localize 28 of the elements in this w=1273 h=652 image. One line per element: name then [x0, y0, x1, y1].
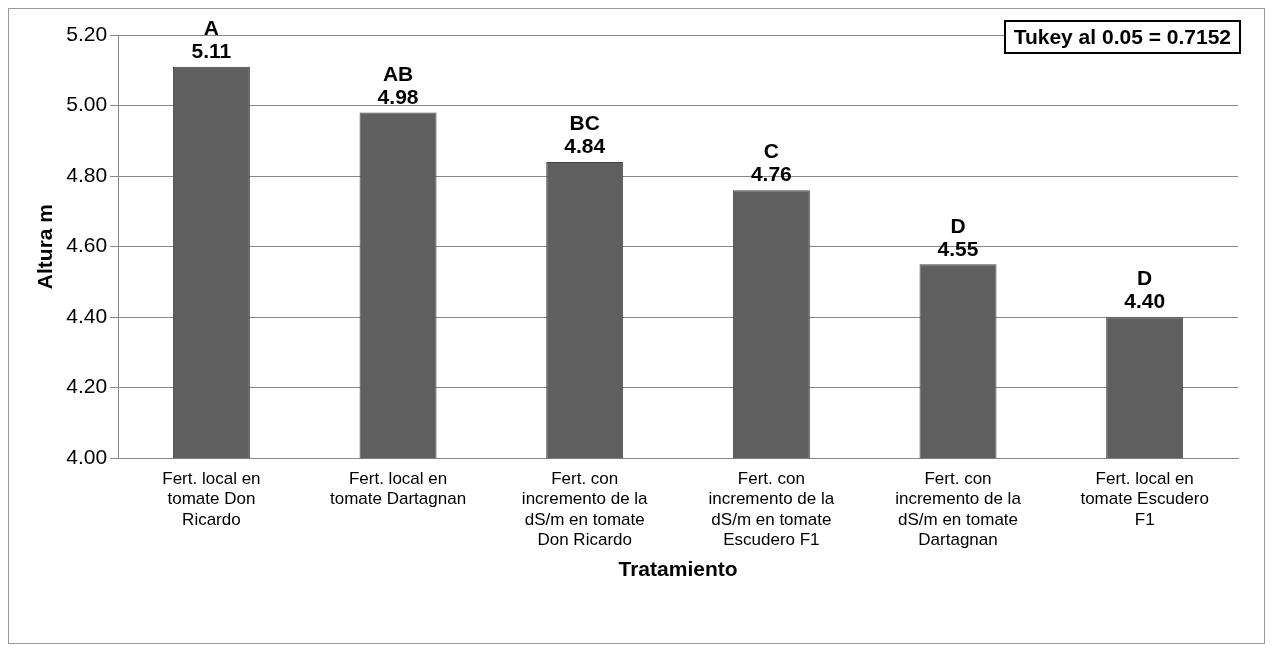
- annotation: BC: [569, 111, 600, 135]
- x-tick-label: Fert. local en tomate Don Ricardo: [162, 469, 261, 529]
- data-label: 4.55: [937, 236, 979, 260]
- y-axis-title: Altura m: [33, 204, 57, 290]
- y-tick-label: 5.20: [66, 21, 108, 45]
- data-label: 4.76: [750, 162, 792, 186]
- x-tick-label: Fert. con incremento de la dS/m en tomate Escudero F1: [708, 469, 835, 550]
- data-label: 4.84: [564, 134, 606, 158]
- x-tick-label: Fert. con incremento de la dS/m en tomate Dartagnan: [895, 469, 1022, 550]
- y-tick-label: 4.40: [66, 303, 108, 327]
- data-label: 5.11: [191, 39, 232, 63]
- annotation: AB: [382, 61, 414, 85]
- y-tick-label: 4.20: [66, 374, 108, 398]
- annotation: C: [763, 139, 779, 163]
- y-tick-label: 4.80: [66, 162, 108, 186]
- x-axis-title: Tratamiento: [618, 557, 738, 581]
- x-tick-label: Fert. con incremento de la dS/m en tomate Don Ricardo: [521, 469, 649, 550]
- annotation: Tukey al 0.05 = 0.7152: [1003, 20, 1241, 54]
- data-label: 4.98: [377, 84, 419, 108]
- annotation: D: [1137, 266, 1153, 290]
- data-label: 4.40: [1124, 289, 1166, 313]
- y-tick-label: 5.00: [66, 92, 108, 116]
- y-tick-label: 4.00: [66, 445, 108, 468]
- y-tick-label: 4.60: [66, 233, 108, 257]
- annotation: A: [203, 16, 219, 40]
- annotation: D: [950, 213, 966, 237]
- x-tick-label: Fert. local en tomate Dartagnan: [330, 469, 467, 509]
- x-tick-label: Fert. local en tomate Escudero F1: [1080, 469, 1209, 529]
